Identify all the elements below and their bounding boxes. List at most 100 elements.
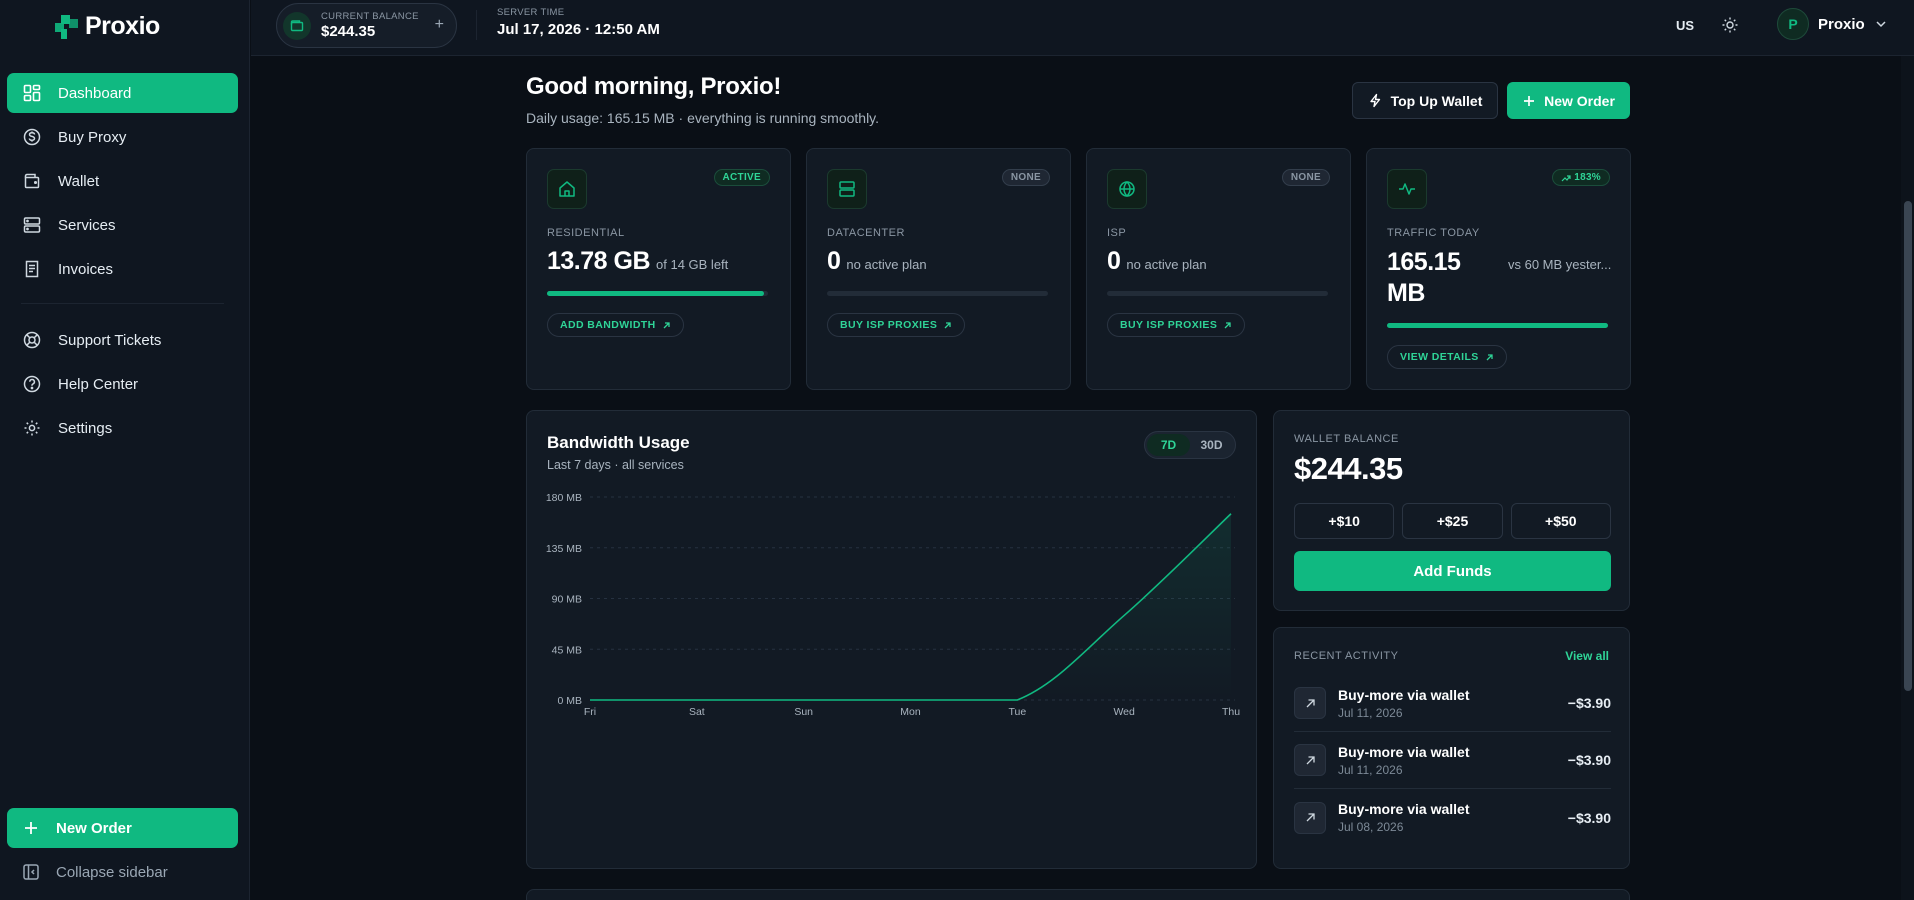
stat-value-number: 165.15 xyxy=(1387,248,1461,276)
balance-label: CURRENT BALANCE xyxy=(321,11,419,22)
progress-bar xyxy=(1387,323,1608,328)
trend-badge: 183% xyxy=(1552,169,1610,186)
bandwidth-chart: 0 MB 45 MB 90 MB 135 MB 180 MB Fri Sat Sun Mon Tu… xyxy=(546,492,1240,718)
sidebar-item-label: Support Tickets xyxy=(58,331,162,349)
balance-pill[interactable]: CURRENT BALANCE $244.35 + xyxy=(276,3,457,48)
list-item[interactable]: Buy-more via wallet Jul 08, 2026 −$3.90 xyxy=(1294,789,1611,846)
activity-amount: −$3.90 xyxy=(1567,809,1611,826)
user-menu[interactable]: P Proxio xyxy=(1777,8,1888,40)
progress-bar xyxy=(547,291,768,296)
series-line xyxy=(590,513,1232,701)
sidebar-item-support-tickets[interactable]: Support Tickets xyxy=(7,320,238,360)
trend-value: 183% xyxy=(1574,172,1601,183)
sidebar-new-order-button[interactable]: New Order xyxy=(7,808,238,848)
top-up-wallet-button[interactable]: Top Up Wallet xyxy=(1352,82,1498,119)
activity-text: Buy-more via wallet Jul 11, 2026 xyxy=(1338,744,1568,777)
stat-value-row: 0 no active plan xyxy=(827,247,927,276)
amount-25-button[interactable]: +$25 xyxy=(1402,503,1503,539)
sidebar-item-invoices[interactable]: Invoices xyxy=(7,249,238,289)
help-icon xyxy=(23,375,41,393)
stat-value: 165.15 MB xyxy=(1387,247,1507,309)
recent-activity-card: RECENT ACTIVITY View all Buy-more via wa… xyxy=(1273,627,1630,869)
lifebuoy-icon xyxy=(23,331,41,349)
link-label: ADD BANDWIDTH xyxy=(560,319,656,331)
x-tick-label: Fri xyxy=(584,706,596,718)
sidebar: Proxio Dashboard Buy Proxy Wallet Servic… xyxy=(0,0,250,900)
amount-10-button[interactable]: +$10 xyxy=(1294,503,1395,539)
activity-title: Buy-more via wallet xyxy=(1338,801,1470,817)
add-balance-icon[interactable]: + xyxy=(434,16,444,33)
balance-value: $244.35 xyxy=(321,23,376,40)
sidebar-item-label: Buy Proxy xyxy=(58,128,127,146)
y-tick-label: 0 MB xyxy=(557,695,582,707)
y-tick-label: 45 MB xyxy=(552,644,582,656)
buy-isp-proxies-link[interactable]: BUY ISP PROXIES xyxy=(1107,313,1246,337)
gear-icon xyxy=(24,420,40,436)
logo-mark-icon xyxy=(55,14,78,39)
arrow-up-right-icon xyxy=(944,321,951,328)
activity-date: Jul 08, 2026 xyxy=(1338,820,1404,834)
sidebar-item-label: Invoices xyxy=(58,260,114,278)
range-30d-button[interactable]: 30D xyxy=(1200,438,1223,452)
next-section-card xyxy=(526,889,1630,900)
new-order-button[interactable]: New Order xyxy=(1507,82,1630,119)
balance-text: CURRENT BALANCE $244.35 xyxy=(321,11,419,40)
home-icon xyxy=(547,169,587,209)
new-order-label: New Order xyxy=(1544,92,1615,109)
y-tick-label: 180 MB xyxy=(546,492,582,504)
sidebar-item-label: Wallet xyxy=(58,172,100,190)
plus-icon xyxy=(1524,95,1535,106)
sidebar-item-label: Help Center xyxy=(58,375,139,393)
scrollbar-thumb[interactable] xyxy=(1904,201,1912,691)
view-all-link[interactable]: View all xyxy=(1565,649,1609,663)
language-selector[interactable]: US xyxy=(1676,18,1695,33)
chevron-down-icon xyxy=(1876,21,1886,28)
sidebar-item-settings[interactable]: Settings xyxy=(7,408,238,448)
view-details-link[interactable]: VIEW DETAILS xyxy=(1387,345,1507,369)
wallet-icon xyxy=(24,173,40,189)
quick-amounts: +$10 +$25 +$50 xyxy=(1294,503,1611,539)
arrow-up-right-icon xyxy=(1486,353,1493,360)
sidebar-item-buy-proxy[interactable]: Buy Proxy xyxy=(7,117,238,157)
stat-caption: no active plan xyxy=(1126,257,1207,272)
arrow-up-right-icon xyxy=(1294,744,1326,776)
progress-bar xyxy=(827,291,1048,296)
top-up-label: Top Up Wallet xyxy=(1390,92,1483,109)
wallet-icon xyxy=(283,11,311,40)
dollar-icon xyxy=(23,128,41,146)
buy-isp-proxies-link[interactable]: BUY ISP PROXIES xyxy=(827,313,966,337)
add-bandwidth-link[interactable]: ADD BANDWIDTH xyxy=(547,313,684,337)
range-7d-button[interactable]: 7D xyxy=(1147,434,1190,456)
sidebar-item-services[interactable]: Services xyxy=(7,205,238,245)
sidebar-item-label: Services xyxy=(58,216,116,234)
sidebar-item-dashboard[interactable]: Dashboard xyxy=(7,73,238,113)
stat-value: 0 xyxy=(827,247,841,275)
stat-label: ISP xyxy=(1107,227,1127,239)
dashboard-icon xyxy=(23,84,41,102)
logo[interactable]: Proxio xyxy=(55,12,160,41)
activity-date: Jul 11, 2026 xyxy=(1338,705,1403,720)
activity-title: Buy-more via wallet xyxy=(1338,743,1470,760)
wallet-label: WALLET BALANCE xyxy=(1294,433,1399,445)
activity-list: Buy-more via wallet Jul 11, 2026 −$3.90 … xyxy=(1294,675,1611,846)
progress-fill xyxy=(1387,323,1608,328)
add-funds-button[interactable]: Add Funds xyxy=(1294,551,1611,591)
scrollbar[interactable] xyxy=(1901,56,1914,900)
link-label: BUY ISP PROXIES xyxy=(840,319,938,331)
list-item[interactable]: Buy-more via wallet Jul 11, 2026 −$3.90 xyxy=(1294,675,1611,732)
sun-icon[interactable] xyxy=(1721,16,1739,34)
isp-card: NONE ISP 0 no active plan BUY ISP PROXIE… xyxy=(1086,148,1351,390)
server-icon xyxy=(23,217,41,233)
stat-value-unit: MB xyxy=(1387,279,1425,307)
sidebar-item-help-center[interactable]: Help Center xyxy=(7,364,238,404)
server-time-value: Jul 17, 2026 · 12:50 AM xyxy=(497,21,660,38)
collapse-sidebar-button[interactable]: Collapse sidebar xyxy=(7,852,238,892)
activity-amount: −$3.90 xyxy=(1567,752,1611,768)
x-tick-label: Sun xyxy=(794,706,813,718)
amount-50-button[interactable]: +$50 xyxy=(1510,503,1611,539)
activity-date: Jul 11, 2026 xyxy=(1338,762,1403,777)
stat-value-row: 13.78 GB of 14 GB left xyxy=(547,247,728,276)
sidebar-item-wallet[interactable]: Wallet xyxy=(7,161,238,201)
list-item[interactable]: Buy-more via wallet Jul 11, 2026 −$3.90 xyxy=(1294,732,1611,789)
stat-caption: of 14 GB left xyxy=(656,257,729,272)
